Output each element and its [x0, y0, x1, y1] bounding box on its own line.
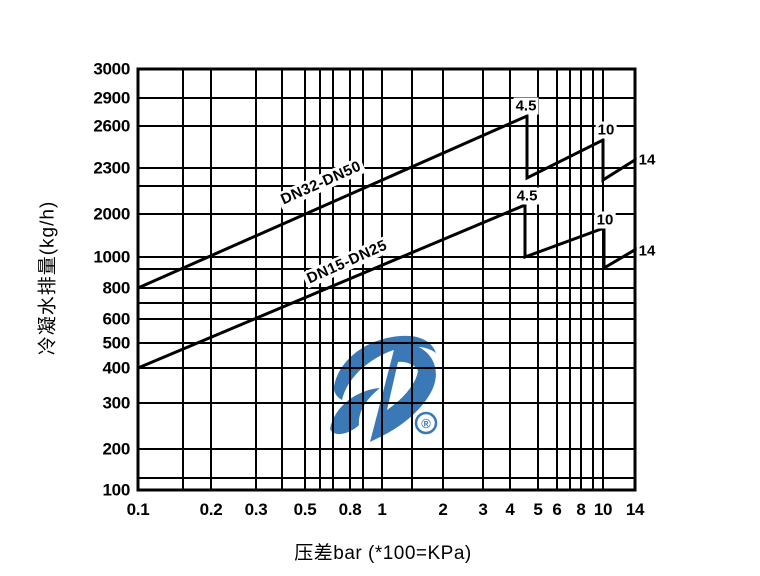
grid-lines: [136, 67, 637, 492]
x-tick-label: 10: [593, 500, 613, 519]
x-tick-label: 6: [552, 500, 562, 519]
x-tick-label: 0.8: [338, 500, 362, 519]
line-max-dp-label: 14: [636, 151, 658, 169]
x-tick-label: 5: [533, 500, 543, 519]
y-tick-label: 2600: [93, 116, 130, 136]
y-tick-label: 2000: [93, 204, 130, 224]
line-max-dp-label: 10: [594, 211, 616, 229]
y-tick-label: 800: [102, 278, 131, 298]
y-tick-label: 300: [102, 393, 131, 413]
x-axis-title: 压差bar (*100=KPa): [294, 543, 472, 564]
y-tick-label: 3000: [93, 59, 130, 79]
y-tick-label: 400: [102, 358, 131, 378]
y-tick-label: 600: [102, 309, 131, 329]
y-tick-label: 1000: [93, 247, 130, 267]
x-tick-label: 14: [625, 500, 645, 519]
x-tick-label: 3: [478, 500, 488, 519]
logo-upper-swoosh-icon: [333, 335, 436, 400]
x-tick-label: 0.2: [199, 500, 223, 519]
line-max-dp-label: 4.5: [513, 97, 539, 115]
registered-trademark-symbol: ®: [421, 416, 431, 431]
y-tick-label: 2900: [93, 88, 130, 108]
y-tick-label: 2300: [93, 158, 130, 178]
plot-border: [136, 67, 637, 492]
x-tick-label: 4: [505, 500, 515, 519]
data-series-lines: [137, 113, 639, 370]
x-tick-label: 8: [576, 500, 586, 519]
y-axis-title: 冷凝水排量(kg/h): [37, 200, 59, 356]
y-tick-label: 200: [102, 439, 131, 459]
x-tick-label: 2: [438, 500, 448, 519]
line-max-dp-label: 10: [595, 121, 617, 139]
y-tick-label: 100: [102, 480, 131, 500]
y-tick-label: 500: [102, 333, 131, 353]
x-tick-label: 0.3: [244, 500, 268, 519]
series-line-dn32-dn50: [137, 113, 639, 290]
line-max-dp-label: 4.5: [514, 187, 540, 205]
logo-lower-swoosh-icon: [330, 388, 380, 435]
x-tick-label: 1: [377, 500, 387, 519]
x-tick-label: 0.5: [293, 500, 317, 519]
registered-trademark-icon: ®: [414, 411, 438, 435]
line-max-dp-label: 14: [636, 242, 658, 260]
series-line-dn15-dn25: [137, 202, 639, 370]
x-tick-label: 0.1: [126, 500, 150, 519]
